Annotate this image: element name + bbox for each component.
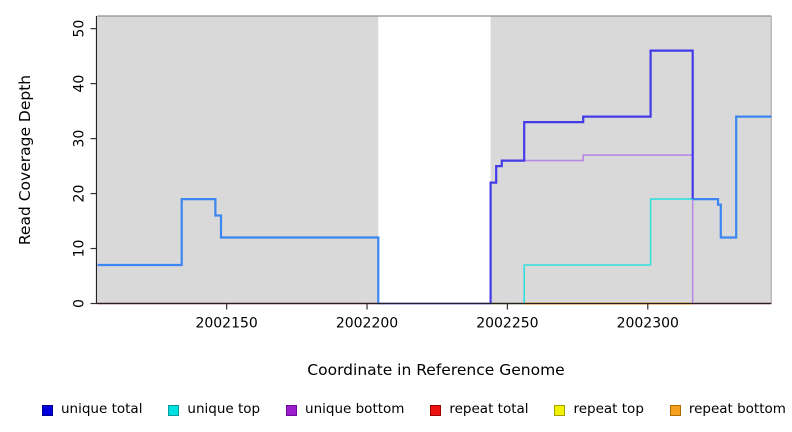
y-tick-label: 40 — [72, 75, 88, 93]
legend-item-repeat-top: repeat top — [554, 401, 644, 418]
legend-item-repeat-bottom: repeat bottom — [669, 401, 786, 418]
y-axis-title: Read Coverage Depth — [16, 75, 34, 245]
legend-swatch-icon — [168, 404, 180, 416]
x-axis-title: Coordinate in Reference Genome — [307, 361, 564, 379]
legend-swatch-icon — [554, 404, 566, 416]
legend-label: unique top — [187, 401, 261, 418]
y-tick-label: 50 — [72, 20, 88, 38]
legend: unique total unique top unique bottom repea… — [42, 399, 786, 421]
x-tick-label: 2002250 — [476, 316, 538, 332]
unique-top-line — [523, 198, 693, 304]
x-tick-label: 2002200 — [336, 316, 398, 332]
no-coverage-gap-band — [378, 16, 491, 304]
legend-item-unique-bottom: unique bottom — [286, 403, 404, 417]
legend-item-unique-top: unique top — [168, 403, 260, 417]
legend-item-unique-total: unique total — [42, 403, 142, 417]
unique-total-line-right — [692, 115, 772, 239]
axes: 2002150 2002200 2002250 2002300 0 10 20 30 40 50 — [72, 16, 772, 332]
unique-total-line-solo — [489, 49, 694, 304]
plot-panel — [97, 15, 772, 304]
legend-item-repeat-total: repeat total — [430, 401, 529, 418]
legend-label: unique bottom — [305, 401, 405, 418]
legend-label: repeat total — [449, 401, 529, 418]
y-tick-label: 0 — [72, 299, 88, 308]
legend-label: unique total — [61, 401, 143, 418]
x-tick-label: 2002300 — [617, 316, 679, 332]
unique-bottom-line — [501, 154, 694, 304]
y-tick-label: 10 — [72, 240, 88, 258]
y-tick-label: 20 — [72, 185, 88, 203]
unique-total-line-left — [97, 198, 380, 304]
legend-swatch-icon — [42, 404, 53, 416]
legend-label: repeat top — [573, 401, 644, 418]
legend-swatch-icon — [430, 404, 442, 416]
x-tick-label: 2002150 — [195, 316, 257, 332]
legend-swatch-icon — [286, 404, 298, 416]
y-tick-label: 30 — [72, 130, 88, 148]
legend-label: repeat bottom — [688, 401, 786, 418]
legend-swatch-icon — [669, 404, 681, 416]
